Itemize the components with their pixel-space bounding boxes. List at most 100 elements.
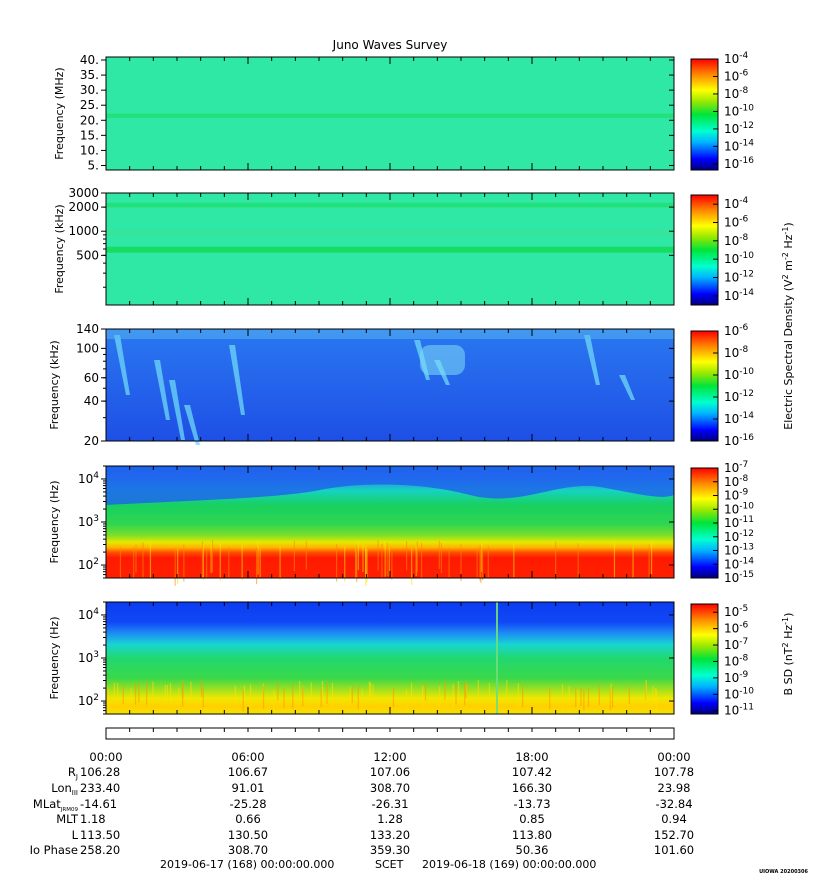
colorbar-labels: Electric Spectral Density (V2 m-2 Hz-1) … [781,222,795,695]
colorbar-gradient [690,330,719,442]
colorbar-tick-label: 10-4 [724,51,749,66]
emission-band [106,246,674,253]
noise-streak [262,685,265,709]
ephemeris-label: L [72,828,79,842]
colorbar-tick-label: 10-7 [724,637,748,652]
noise-streak [366,548,368,583]
colorbar-tick-label: 10-8 [724,86,749,101]
ephemeris-value: 101.60 [654,843,694,857]
colorbar: 10-4 10-6 10-8 10-10 10-12 10-14 10-16 [690,51,754,171]
colorbar-tick-label: 10-14 [724,288,754,303]
noise-streak [415,546,417,577]
noise-streak [351,686,353,704]
noise-streak [257,540,259,575]
y-tick-label: 20. [80,113,99,127]
y-tick-label: 140 [76,322,99,336]
noise-streak [178,687,180,705]
noise-streak [183,544,185,582]
y-tick-label: 3000 [68,186,99,200]
noise-streak [331,682,334,707]
noise-streak [440,542,442,574]
colorbar-tick-label: 10-6 [724,621,749,636]
noise-streak [181,680,184,699]
noise-streak [310,682,312,705]
colorbar: 10-5 10-610-710-8 10-910-10 10-11 [690,603,754,718]
noise-streak [293,540,295,572]
noise-streak [555,541,557,580]
noise-streak [116,683,119,703]
noise-streak [506,680,508,704]
noise-streak [365,549,367,586]
y-tick-label: 25. [80,98,99,112]
noise-streak [628,686,630,704]
colorbar-tick-label: 10-9 [724,488,749,503]
noise-streak [381,544,383,577]
noise-streak [106,684,108,706]
noise-streak [283,688,285,709]
ephemeris-value: 130.50 [228,828,268,842]
ephemeris-label: MLatJRM09 [33,797,79,813]
y-tick-label: 30. [80,83,99,97]
noise-streak [166,684,169,706]
ephemeris-value: 50.36 [516,843,549,857]
spectrogram-panel-3: 140 100 60 40 20 Frequency (kHz) 10-6 10-8 10-10… [48,322,754,448]
ephemeris-value: 1.28 [377,812,403,826]
y-tick-label: 10. [80,143,99,157]
noise-streak [321,680,324,701]
ephemeris-value: 106.28 [80,765,120,779]
spectrogram-panel-1: 40.35.30.25.20.15.10.5. Frequency (MHz) 10… [53,51,754,172]
footer-scet: SCET [375,858,404,871]
colorbar-tick-label: 10-7 [724,460,748,475]
noise-streak [444,681,446,700]
noise-streak [361,688,363,710]
noise-streak [372,684,374,706]
y-tick-label: 103 [78,650,99,665]
burst-streak [584,335,600,385]
noise-streak [201,540,204,579]
noise-streak [190,681,192,704]
colorbar-tick-label: 10-8 [724,474,749,489]
noise-streak [302,687,304,707]
colorbar-tick-label: 10-16 [724,433,754,448]
noise-streak [273,689,275,714]
noise-streak [122,685,124,704]
ephemeris-label: MLT [56,812,79,826]
colorbar-tick-label: 10-12 [724,529,754,544]
noise-streak [149,540,152,579]
noise-streak [580,687,582,706]
emission-band [106,113,674,118]
noise-streak [391,548,393,580]
noise-streak [587,687,590,707]
ephemeris-value: -26.31 [371,797,408,811]
noise-streak [305,540,307,570]
noise-streak [202,687,204,708]
noise-streak [455,684,457,705]
colorbar-gradient [690,58,719,171]
y-tick-label: 1000 [68,224,99,238]
burst-streak [229,345,245,415]
noise-streak [438,540,440,569]
noise-streak [513,542,515,578]
ephemeris-value: 106.67 [228,765,268,779]
footer-start-time: 2019-06-17 (168) 00:00:00.000 [160,858,334,871]
colorbar-tick-label: 10-9 [724,670,749,685]
noise-streak [241,544,243,581]
colorbar-tick-label: 10-5 [724,604,748,619]
noise-streak [405,541,408,571]
colorbar-tick-label: 10-14 [724,556,754,571]
ephemeris-value: 0.85 [519,812,545,826]
spectrogram-background [106,57,674,170]
ephemeris-value: 133.20 [370,828,410,842]
noise-streak [202,544,204,581]
noise-streak [326,682,328,705]
noise-streak [479,544,481,581]
noise-streak [388,547,390,577]
burst-streak [114,335,130,395]
time-tick-label: 18:00 [515,750,548,764]
spike-line [496,602,498,714]
noise-streak [561,684,564,708]
colorbar-tick-label: 10-8 [724,233,749,248]
